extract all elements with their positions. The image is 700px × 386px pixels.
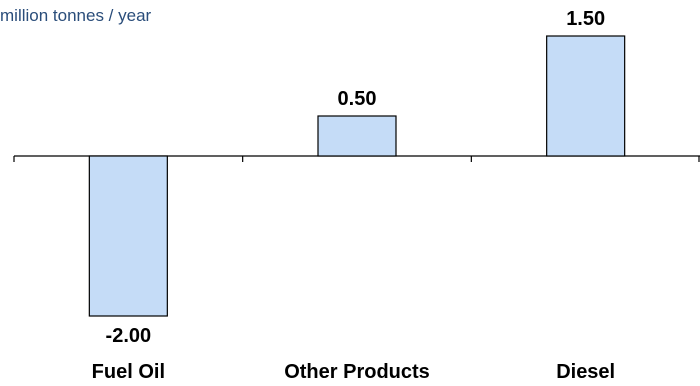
bar-other-products (317, 115, 397, 157)
data-label: 0.50 (338, 88, 377, 110)
x-tick-label: Fuel Oil (92, 361, 165, 383)
bar-fuel-oil (88, 155, 168, 317)
label-layer: -2.00 Fuel Oil 0.50 Other Products 1.50 Diese… (92, 8, 615, 383)
x-tick-label: Other Products (284, 361, 430, 383)
x-tick-label: Diesel (556, 361, 615, 383)
data-label: 1.50 (566, 8, 605, 30)
y-axis-unit-label: million tonnes / year (0, 6, 152, 25)
bar-layer (88, 35, 626, 317)
data-label: -2.00 (106, 325, 152, 347)
bar-diesel (546, 35, 626, 157)
